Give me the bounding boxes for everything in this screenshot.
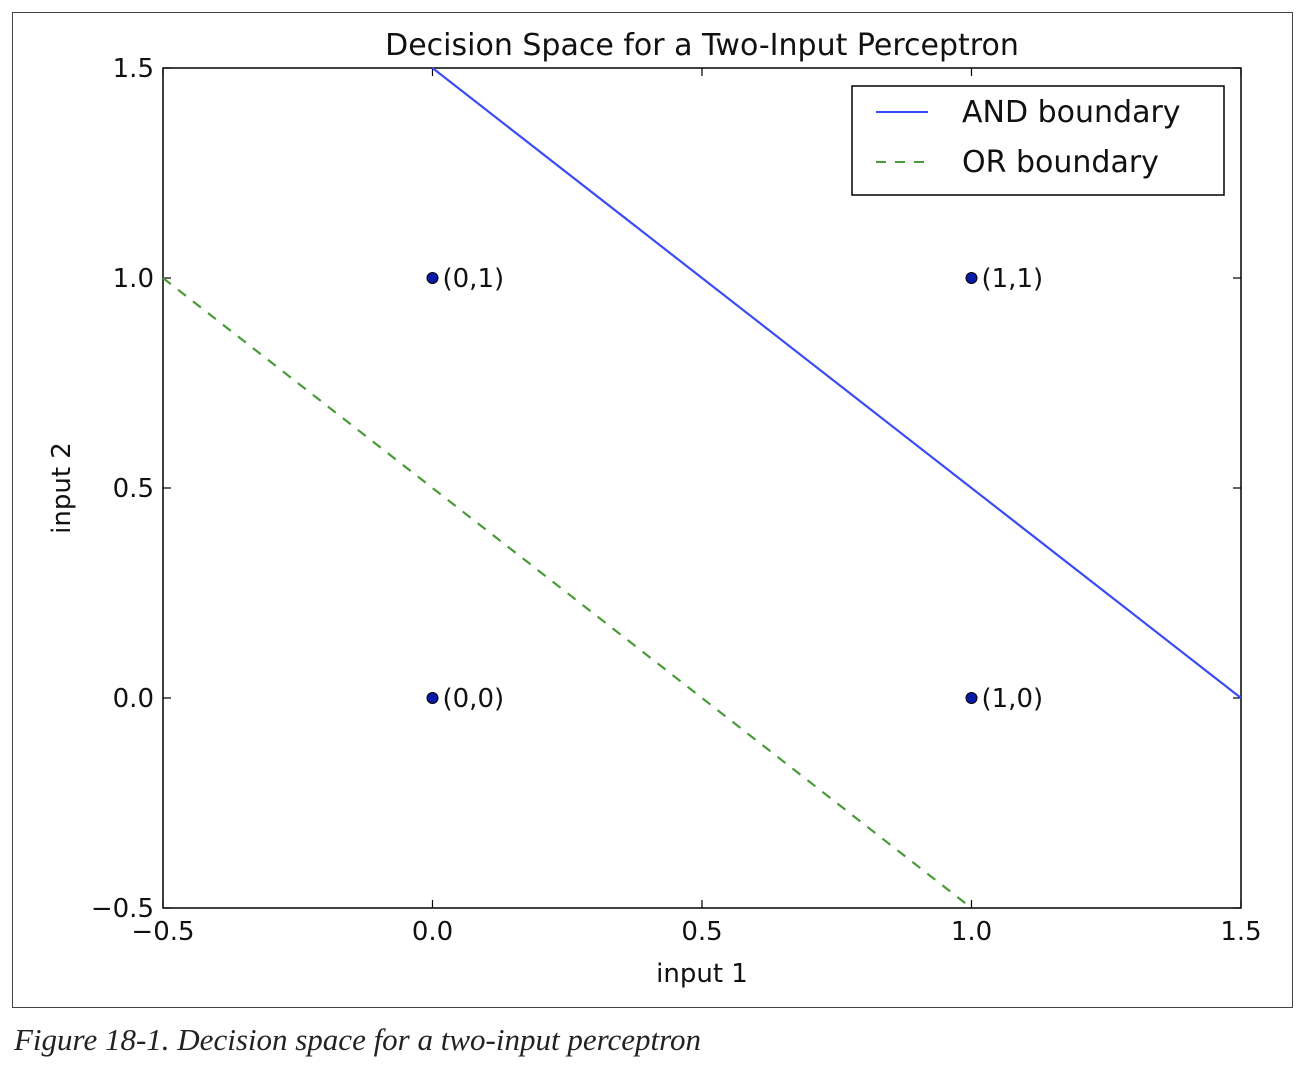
y-tick-label: 0.5 — [113, 474, 154, 504]
point-label: (1,0) — [982, 684, 1044, 714]
data-point — [965, 272, 978, 284]
point-label: (0,1) — [443, 264, 505, 294]
x-tick-label: 1.5 — [1220, 917, 1261, 947]
x-tick-label: 0.0 — [412, 917, 453, 947]
legend-label-or: OR boundary — [962, 145, 1159, 180]
x-tick-label: 1.0 — [951, 917, 992, 947]
chart-title: Decision Space for a Two-Input Perceptro… — [385, 28, 1019, 63]
y-axis-label: input 2 — [47, 442, 77, 534]
x-axis-label: input 1 — [656, 959, 748, 989]
y-tick-label: 0.0 — [113, 684, 154, 714]
data-point — [965, 692, 978, 704]
x-tick-label: 0.5 — [681, 917, 722, 947]
point-label: (0,0) — [443, 684, 505, 714]
legend: AND boundary OR boundary — [851, 85, 1225, 196]
y-tick-label: 1.0 — [113, 264, 154, 294]
y-tick-label: 1.5 — [113, 54, 154, 84]
legend-box — [851, 85, 1225, 196]
x-tick-label: −0.5 — [131, 917, 194, 947]
plot-area — [162, 67, 1242, 909]
data-point — [426, 272, 439, 284]
legend-label-and: AND boundary — [962, 95, 1181, 130]
series-line-and — [431, 67, 1242, 699]
point-label: (1,1) — [982, 264, 1044, 294]
y-tick-label: −0.5 — [91, 894, 154, 924]
data-point — [426, 692, 439, 704]
figure-caption: Figure 18-1. Decision space for a two-in… — [14, 1022, 702, 1057]
